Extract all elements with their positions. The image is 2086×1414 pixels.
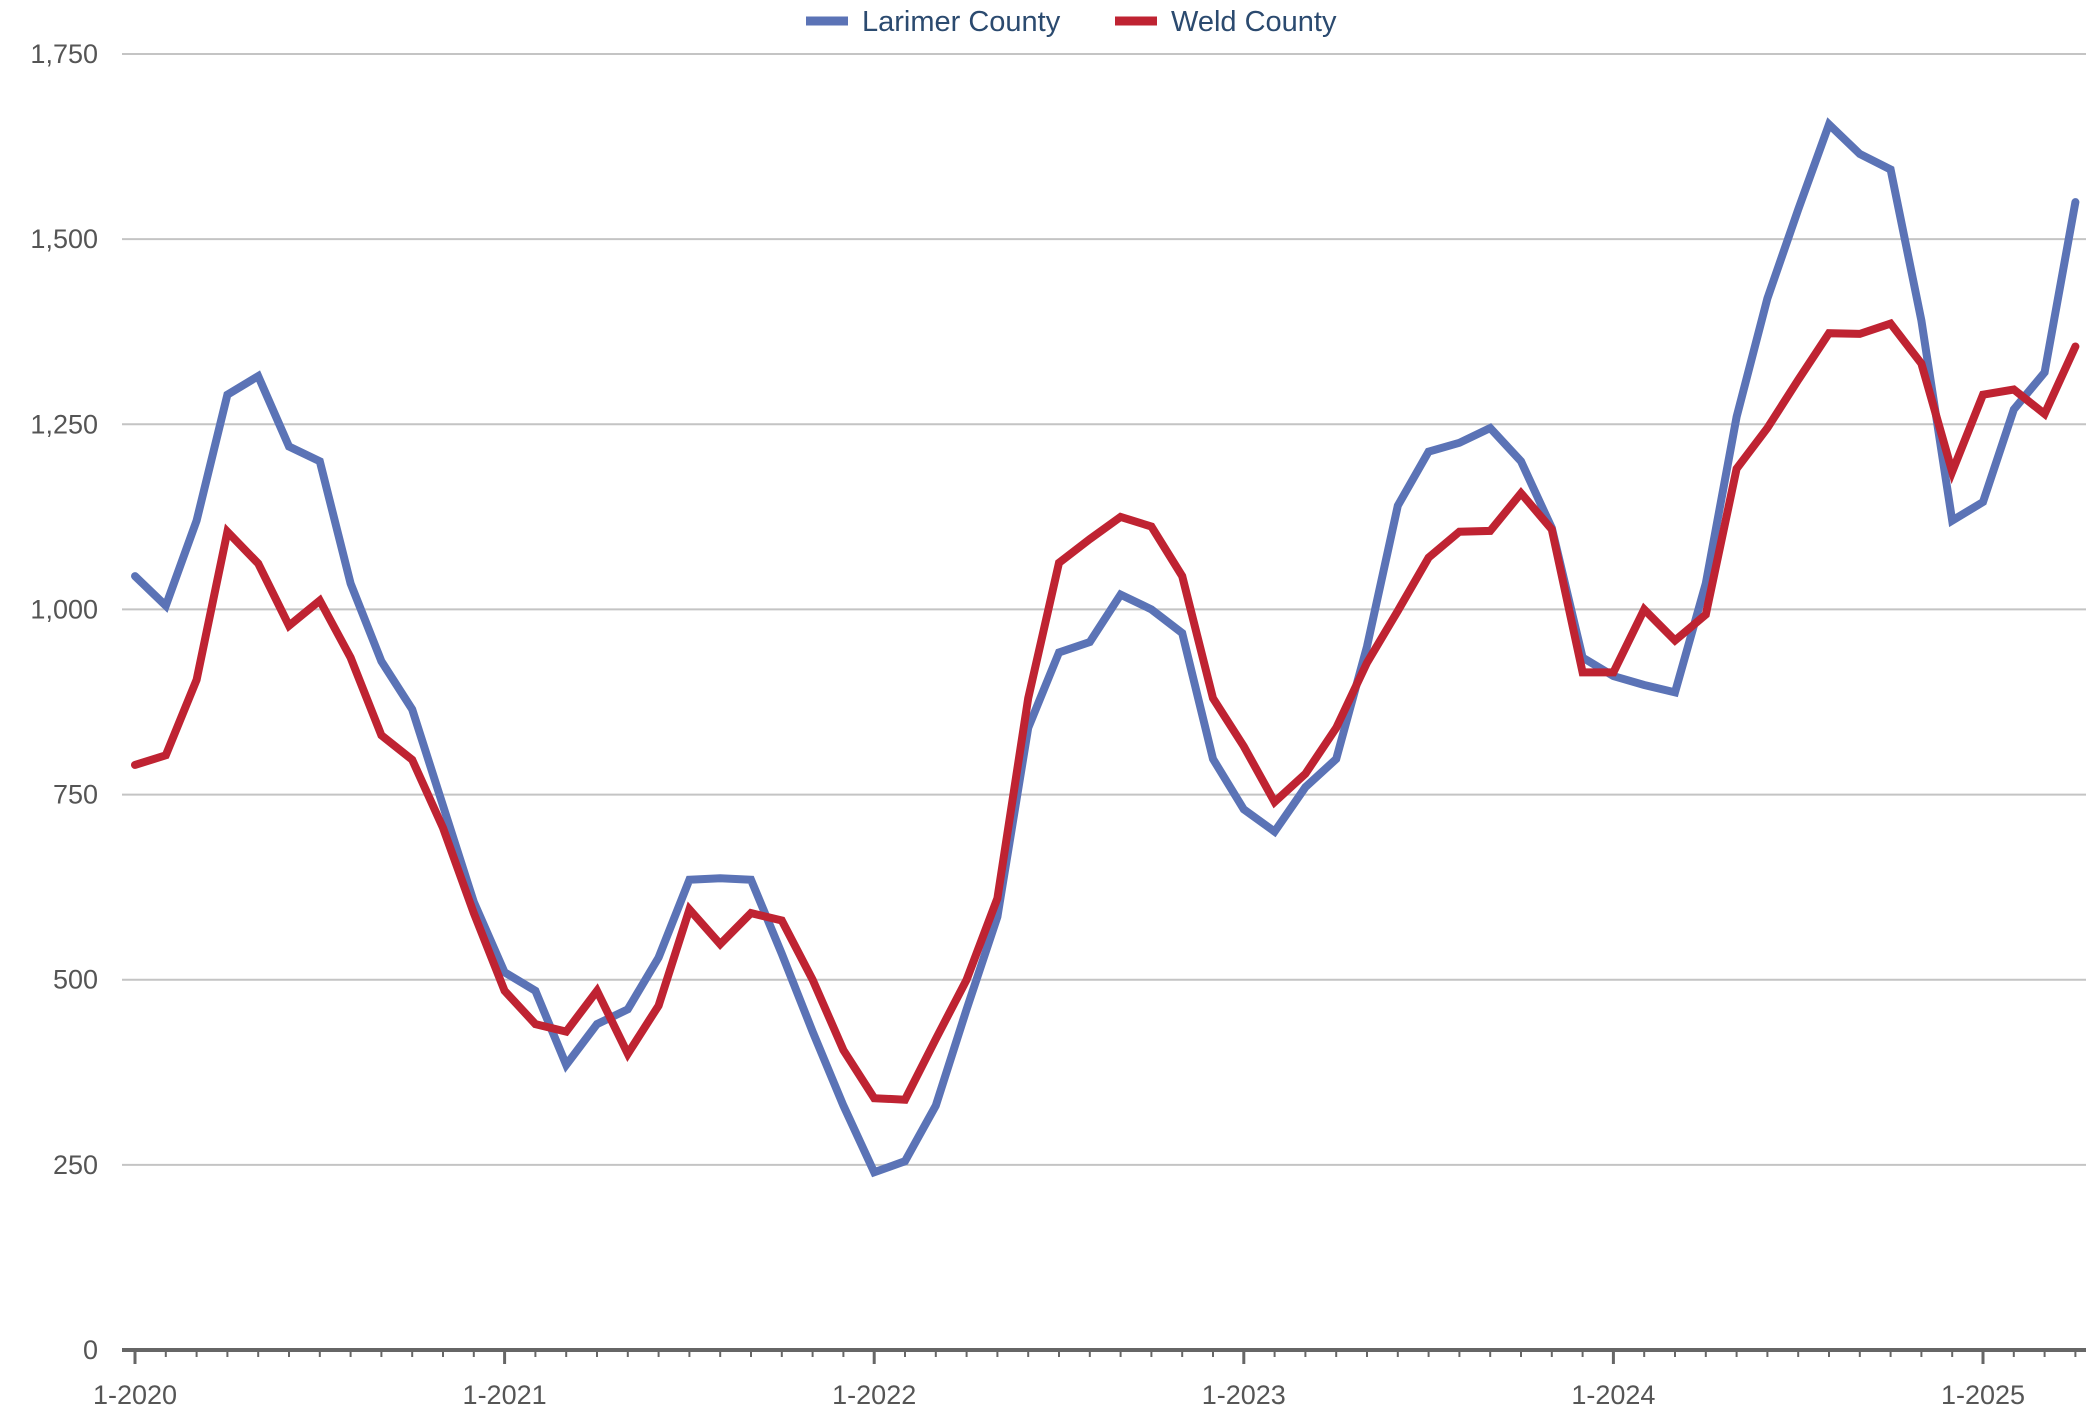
series-lines [131, 117, 2080, 1178]
x-tick-label: 1-2022 [832, 1380, 916, 1410]
y-tick-label: 1,750 [30, 39, 98, 69]
series-line-larimer-county [131, 117, 2080, 1178]
legend: Larimer County Weld County [806, 6, 1337, 38]
y-axis-tick-labels: 0 250 500 750 1,000 1,250 1,500 1,750 [30, 39, 98, 1365]
y-tick-label: 750 [53, 780, 98, 810]
y-tick-label: 0 [83, 1335, 98, 1365]
series-line-weld-county [131, 318, 2080, 1104]
legend-label-weld-county: Weld County [1171, 6, 1337, 38]
y-tick-label: 250 [53, 1150, 98, 1180]
y-tick-label: 1,000 [30, 594, 98, 624]
legend-label-larimer-county: Larimer County [862, 6, 1061, 38]
x-tick-label: 1-2020 [93, 1380, 177, 1410]
y-tick-label: 1,250 [30, 409, 98, 439]
y-tick-label: 1,500 [30, 224, 98, 254]
x-tick-label: 1-2021 [463, 1380, 547, 1410]
x-tick-label: 1-2024 [1571, 1380, 1655, 1410]
y-tick-label: 500 [53, 965, 98, 995]
x-axis: 1-2020 1-2021 1-2022 1-2023 1-2024 1-2025 [93, 1348, 2086, 1410]
x-tick-label: 1-2025 [1941, 1380, 2025, 1410]
gridlines [122, 53, 2086, 1166]
x-tick-label: 1-2023 [1202, 1380, 1286, 1410]
